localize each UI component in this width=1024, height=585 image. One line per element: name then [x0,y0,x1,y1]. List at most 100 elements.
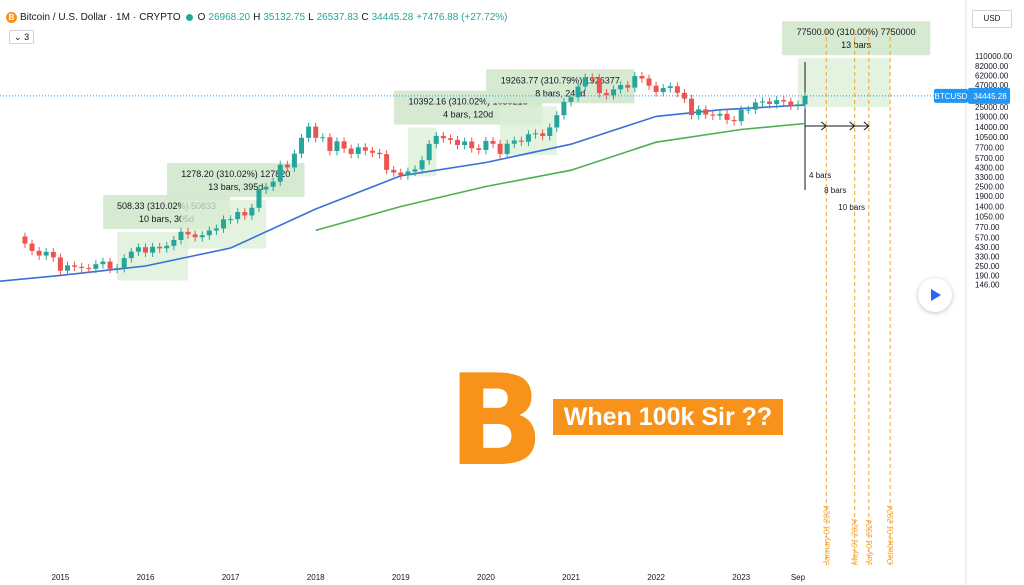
candle-body [121,258,127,268]
candle-body [50,251,56,258]
interval-label[interactable]: 1M [116,12,130,23]
x-tick-label: 2023 [732,573,750,582]
measure-box [797,58,891,107]
candle-body [525,134,531,142]
candle-body [100,261,106,265]
x-tick-label: 2018 [307,573,325,582]
candle-body [660,88,666,93]
chevron-down-icon: ⌄ [14,32,22,42]
candle-body [284,164,290,168]
replay-button[interactable] [918,278,952,312]
candle-body [22,236,28,244]
candle-body [674,86,680,93]
projection-date-label: October 01 2024 [886,505,895,565]
candle-body [490,140,496,144]
candle-body [575,86,581,98]
y-tick-label: 1900.00 [975,192,1004,201]
candle-body [426,143,432,161]
projection-date-label: July 01 2024 [865,519,874,566]
candle-body [802,95,808,105]
candle-body [79,266,85,268]
play-icon [931,289,941,301]
last-price-value: 34445.28 [973,92,1007,101]
caption-banner: When 100k Sir ?? [553,399,783,435]
symbol-name[interactable]: Bitcoin / U.S. Dollar [20,12,107,23]
candle-body [320,137,326,139]
candle-body [412,169,418,172]
indicator-count: 3 [24,32,30,42]
indicators-toggle[interactable]: ⌄ 3 [9,30,35,44]
measure-label-line1: 77500.00 (310.00%) 7750000 [797,27,916,37]
y-tick-label: 5700.00 [975,154,1004,163]
candle-body [384,154,390,170]
currency-button[interactable]: USD [972,10,1012,28]
candle-body [745,109,751,111]
moving-average-slow [315,122,806,232]
candle-body [703,109,709,115]
candle-body [582,77,588,87]
candle-body [518,140,524,142]
y-tick-label: 330.00 [975,252,1000,261]
candle-body [36,250,42,256]
candle-body [72,265,78,267]
measure-label-line2: 4 bars, 120d [443,110,493,120]
y-tick-label: 25000.00 [975,103,1009,112]
open-value: 26968.20 [208,12,251,23]
bar-count-label: 4 bars [809,171,831,180]
candle-body [221,219,227,229]
candle-body [43,251,49,256]
candle-body [696,109,702,116]
candle-body [348,148,354,154]
y-tick-label: 4300.00 [975,164,1004,173]
arrow-head-icon [820,121,828,131]
y-tick-label: 47000.00 [975,81,1009,90]
candle-body [199,235,205,238]
candle-body [256,189,262,208]
candle-body [242,212,248,216]
x-tick-label: 2022 [647,573,665,582]
candle-body [235,212,241,220]
candle-body [398,172,404,176]
candle-body [689,98,695,116]
candle-body [483,140,489,150]
candle-body [405,171,411,176]
candle-body [469,141,475,149]
candle-body [192,234,198,238]
bar-count-label: 8 bars [824,186,846,195]
candle-body [710,114,716,116]
candle-body [596,78,602,94]
candle-body [157,246,163,249]
exchange-label: CRYPTO [139,12,181,23]
low-value: 26537.83 [316,12,359,23]
arrow-head-icon [849,121,856,131]
candle-body [164,245,170,249]
candle-body [618,85,624,90]
y-tick-label: 190.00 [975,271,1000,280]
y-tick-label: 62000.00 [975,72,1009,81]
y-tick-label: 1400.00 [975,202,1004,211]
candle-body [533,133,539,135]
y-tick-label: 570.00 [975,233,1000,242]
measure-label-line2: 10 bars, 305d [139,214,194,224]
candle-body [334,141,340,152]
x-tick-label: Sep [791,573,806,582]
x-tick-label: 2020 [477,573,495,582]
market-status-icon [185,14,193,21]
candle-body [788,101,794,106]
arrow-head-icon [863,121,870,131]
bitcoin-logo-icon: B [6,12,17,23]
projection-date-label: May 01 2024 [851,518,860,565]
candle-body [362,147,368,151]
candle-body [497,143,503,154]
open-label: O [197,12,206,23]
candle-body [291,153,297,168]
candle-body [759,101,765,103]
candle-body [206,230,212,236]
candle-body [781,100,787,102]
last-price-tag [968,87,1010,104]
candle-body [249,207,255,216]
candle-body [185,231,191,235]
